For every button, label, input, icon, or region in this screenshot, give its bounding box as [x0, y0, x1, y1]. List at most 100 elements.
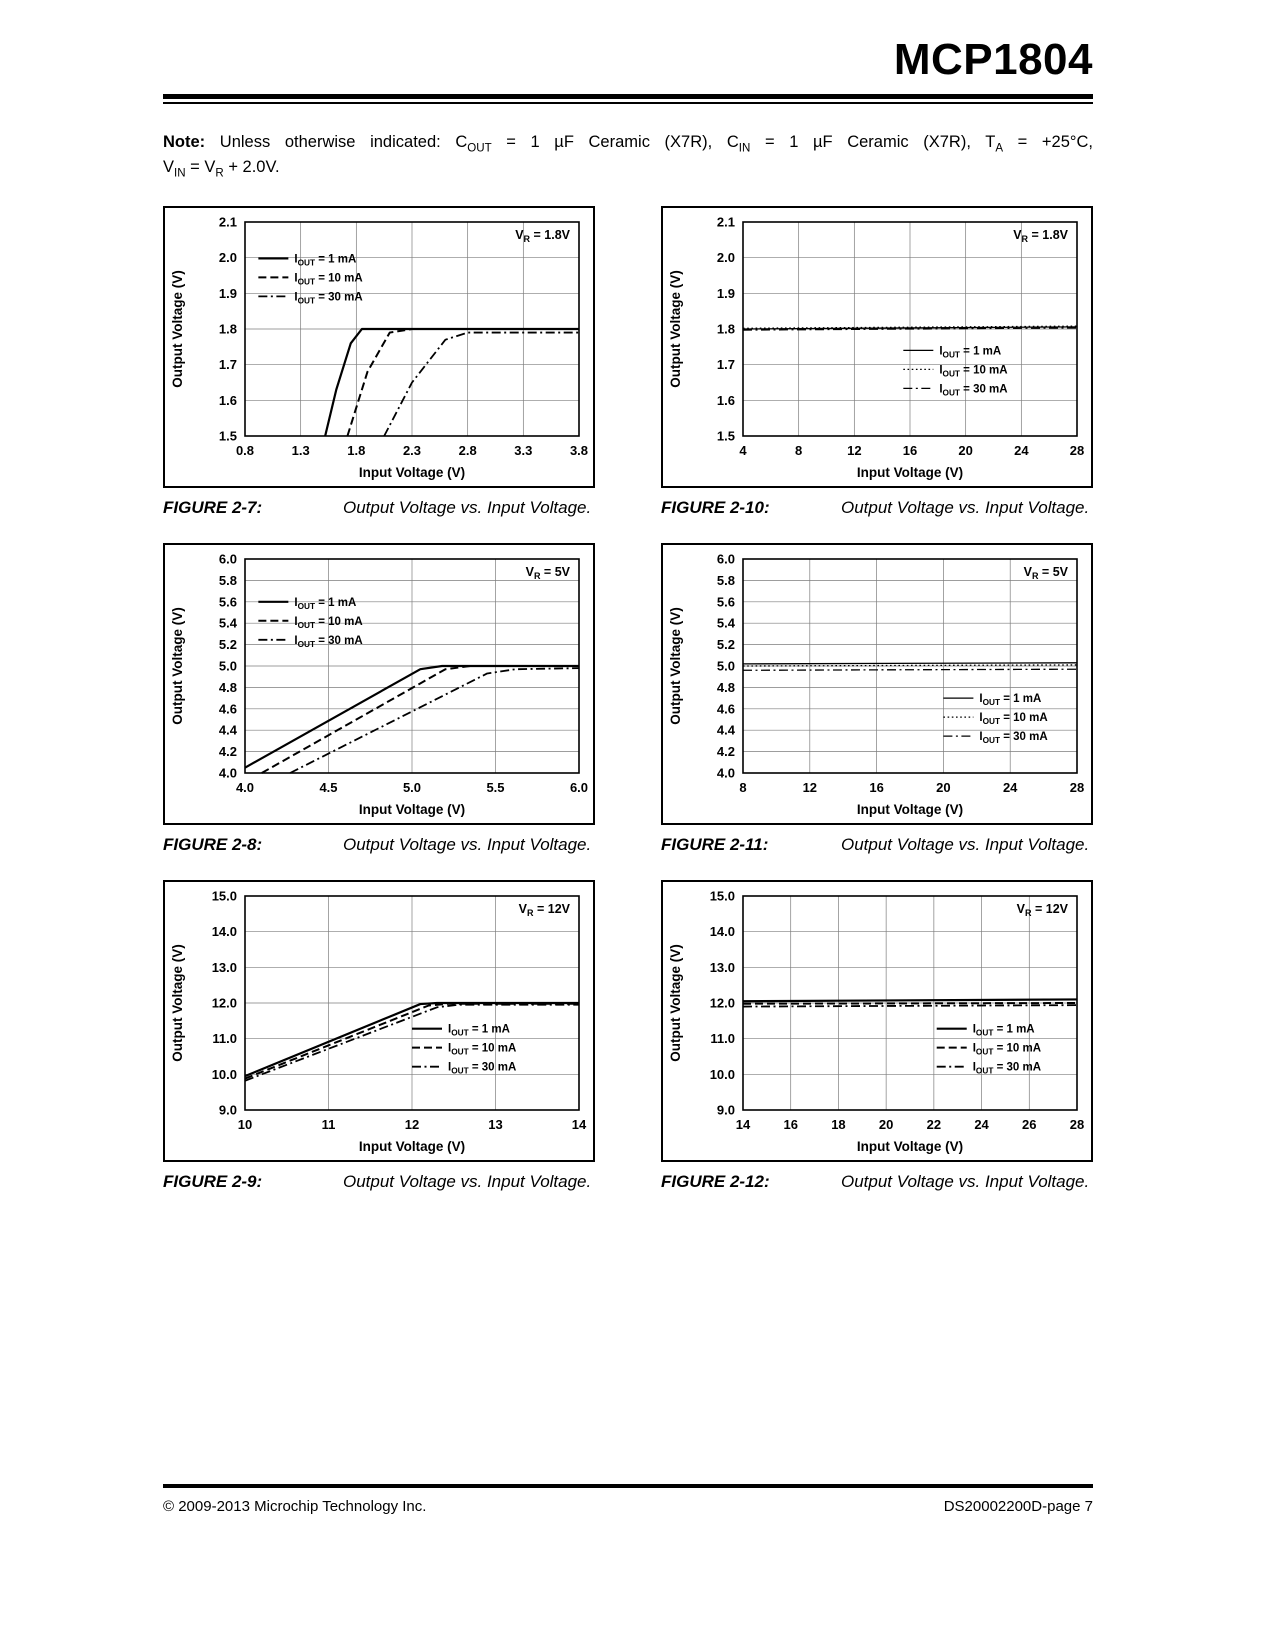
svg-text:IOUT = 10 mA: IOUT = 10 mA: [979, 712, 1047, 726]
svg-text:5.6: 5.6: [219, 594, 237, 609]
page-content: MCP1804 Note: Unless otherwise indicated…: [163, 0, 1093, 1193]
figure-2-8: 4.0 4.5 5.0 5.5 6.0 4.0 4.2 4.4 4.6 4.8 5.0 5.2 5.4 5…: [163, 542, 595, 856]
svg-text:1.6: 1.6: [717, 393, 735, 408]
footer-doc-number: DS20002200D-page 7: [943, 1498, 1093, 1515]
chart-svg: 4.0 4.5 5.0 5.5 6.0 4.0 4.2 4.4 4.6 4.8 5.0 5.2 5.4 5…: [170, 551, 588, 817]
page-title: MCP1804: [893, 35, 1093, 84]
svg-text:1.9: 1.9: [717, 286, 735, 301]
svg-text:4.4: 4.4: [717, 723, 736, 738]
svg-text:VR = 12V: VR = 12V: [519, 902, 571, 918]
svg-text:6.0: 6.0: [219, 551, 237, 566]
svg-text:Input Voltage (V): Input Voltage (V): [857, 1139, 963, 1154]
svg-text:1.7: 1.7: [717, 357, 735, 372]
svg-text:5.8: 5.8: [717, 573, 735, 588]
svg-text:12.0: 12.0: [212, 996, 237, 1011]
svg-text:12: 12: [405, 1117, 419, 1132]
svg-text:24: 24: [974, 1117, 989, 1132]
figure-2-10-caption: FIGURE 2-10: Output Voltage vs. Input Vol…: [661, 497, 1093, 519]
svg-text:18: 18: [831, 1117, 845, 1132]
svg-text:8: 8: [795, 443, 802, 458]
figure-caption-text: Output Voltage vs. Input Voltage.: [343, 834, 592, 854]
header-rule-thick: [163, 94, 1093, 100]
figure-2-7-caption: FIGURE 2-7: Output Voltage vs. Input Volt…: [163, 497, 595, 519]
figure-label: FIGURE 2-8:: [163, 834, 263, 854]
svg-text:14: 14: [572, 1117, 587, 1132]
figure-2-10: 4 8 12 16 20 24 28 1.5 1.6 1.7 1.8 1.9 2.0 2.1 Input V…: [661, 205, 1093, 519]
svg-text:4.0: 4.0: [219, 765, 237, 780]
svg-text:5.4: 5.4: [219, 616, 238, 631]
svg-text:IOUT = 1 mA: IOUT = 1 mA: [939, 345, 1001, 359]
note-label: Note:: [163, 133, 206, 152]
svg-text:IOUT = 30 mA: IOUT = 30 mA: [973, 1062, 1041, 1076]
svg-text:Input Voltage (V): Input Voltage (V): [359, 802, 465, 817]
figure-label: FIGURE 2-12:: [661, 1172, 770, 1192]
svg-text:16: 16: [903, 443, 917, 458]
svg-text:Output Voltage (V): Output Voltage (V): [170, 944, 185, 1062]
svg-text:4.0: 4.0: [717, 765, 735, 780]
svg-text:2.3: 2.3: [403, 443, 421, 458]
svg-text:4.4: 4.4: [219, 723, 238, 738]
svg-text:IOUT = 1 mA: IOUT = 1 mA: [294, 253, 356, 267]
svg-text:IOUT = 10 mA: IOUT = 10 mA: [294, 272, 362, 286]
svg-text:4.0: 4.0: [236, 780, 254, 795]
svg-text:5.0: 5.0: [219, 658, 237, 673]
svg-text:4.5: 4.5: [319, 780, 337, 795]
svg-text:0.8: 0.8: [236, 443, 254, 458]
svg-text:IOUT = 10 mA: IOUT = 10 mA: [448, 1043, 516, 1057]
chart-svg: 8 12 16 20 24 28 4.0 4.2 4.4 4.6 4.8 5.0 5.2 5.4 5.6 5.…: [668, 551, 1084, 817]
svg-text:VR = 5V: VR = 5V: [526, 565, 571, 581]
svg-text:5.4: 5.4: [717, 616, 736, 631]
svg-text:8: 8: [739, 780, 746, 795]
note-line-2: VIN = VR + 2.0V.: [163, 155, 1093, 180]
figure-caption-text: Output Voltage vs. Input Voltage.: [343, 497, 592, 517]
svg-text:9.0: 9.0: [219, 1103, 237, 1118]
svg-text:2.8: 2.8: [459, 443, 477, 458]
svg-text:6.0: 6.0: [570, 780, 588, 795]
svg-text:13: 13: [488, 1117, 502, 1132]
header-rule-thin: [163, 102, 1093, 105]
svg-text:1.8: 1.8: [347, 443, 365, 458]
svg-text:1.5: 1.5: [219, 428, 237, 443]
figure-caption-text: Output Voltage vs. Input Voltage.: [841, 1172, 1090, 1192]
svg-text:IOUT = 10 mA: IOUT = 10 mA: [973, 1043, 1041, 1057]
svg-text:28: 28: [1070, 1117, 1084, 1132]
svg-text:IOUT = 10 mA: IOUT = 10 mA: [939, 364, 1007, 378]
svg-text:20: 20: [879, 1117, 893, 1132]
svg-text:5.6: 5.6: [717, 594, 735, 609]
note-text-1: Unless otherwise indicated: COUT = 1 µF …: [219, 133, 1093, 155]
svg-text:Output Voltage (V): Output Voltage (V): [170, 270, 185, 388]
figure-2-9: 10 11 12 13 14 9.0 10.0 11.0 12.0 13.0 14.0 15.0 Inp…: [163, 880, 595, 1193]
figure-caption-text: Output Voltage vs. Input Voltage.: [343, 1172, 592, 1192]
svg-text:Input Voltage (V): Input Voltage (V): [359, 465, 465, 480]
figure-2-12-caption: FIGURE 2-12: Output Voltage vs. Input Vol…: [661, 1171, 1093, 1193]
svg-text:13.0: 13.0: [710, 960, 735, 975]
figure-grid: 0.8 1.3 1.8 2.3 2.8 3.3 3.8 1.5 1.6 1.7 1.8 1.9 2.0 2…: [163, 205, 1093, 1193]
svg-text:10.0: 10.0: [710, 1067, 735, 1082]
svg-text:5.2: 5.2: [717, 637, 735, 652]
svg-text:28: 28: [1070, 780, 1084, 795]
svg-text:VR = 1.8V: VR = 1.8V: [1013, 228, 1068, 244]
svg-text:10.0: 10.0: [212, 1067, 237, 1082]
svg-text:VR = 12V: VR = 12V: [1017, 902, 1069, 918]
svg-text:4.8: 4.8: [717, 680, 735, 695]
svg-text:16: 16: [869, 780, 883, 795]
svg-text:Input Voltage (V): Input Voltage (V): [857, 802, 963, 817]
figure-2-10-chart: 4 8 12 16 20 24 28 1.5 1.6 1.7 1.8 1.9 2.0 2.1 Input V…: [661, 205, 1093, 488]
svg-text:13.0: 13.0: [212, 960, 237, 975]
figure-2-9-chart: 10 11 12 13 14 9.0 10.0 11.0 12.0 13.0 14.0 15.0 Inp…: [163, 880, 595, 1163]
svg-text:1.5: 1.5: [717, 428, 735, 443]
svg-text:16: 16: [783, 1117, 797, 1132]
svg-text:11.0: 11.0: [710, 1031, 735, 1046]
footer-row: © 2009-2013 Microchip Technology Inc. DS…: [163, 1498, 1093, 1515]
svg-text:IOUT = 30 mA: IOUT = 30 mA: [448, 1062, 516, 1076]
svg-text:IOUT = 30 mA: IOUT = 30 mA: [294, 291, 362, 305]
figure-2-11: 8 12 16 20 24 28 4.0 4.2 4.4 4.6 4.8 5.0 5.2 5.4 5.6 5.…: [661, 542, 1093, 856]
svg-text:4.2: 4.2: [717, 744, 735, 759]
svg-text:3.8: 3.8: [570, 443, 588, 458]
svg-text:5.2: 5.2: [219, 637, 237, 652]
svg-text:VR = 1.8V: VR = 1.8V: [515, 228, 570, 244]
note-text-2: VIN = VR + 2.0V.: [163, 158, 280, 180]
svg-text:15.0: 15.0: [212, 889, 237, 904]
conditions-note: Note: Unless otherwise indicated: COUT =…: [163, 130, 1093, 180]
